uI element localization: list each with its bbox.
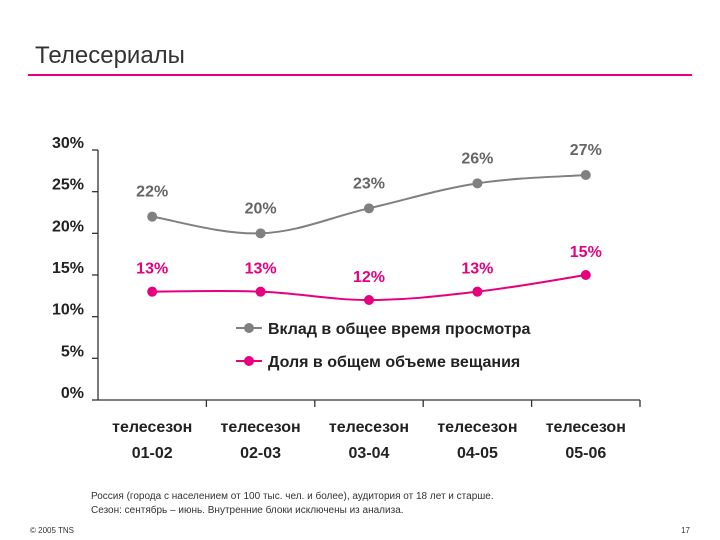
y-tick-label: 30% bbox=[52, 135, 84, 152]
x-tick-label: 05-06 bbox=[565, 445, 606, 462]
slide-title: Телесериалы bbox=[35, 42, 185, 69]
copyright: © 2005 TNS bbox=[30, 526, 74, 535]
footnote-line-2: Сезон: сентябрь – июнь. Внутренние блоки… bbox=[91, 505, 404, 516]
data-point bbox=[364, 203, 374, 214]
y-tick-label: 10% bbox=[52, 302, 84, 319]
page-number: 17 bbox=[681, 526, 690, 535]
x-tick-label: 02-03 bbox=[240, 445, 281, 462]
data-point bbox=[147, 211, 158, 222]
data-point bbox=[364, 295, 374, 305]
legend-label: Вклад в общее время просмотра bbox=[268, 321, 531, 338]
data-label: 23% bbox=[353, 175, 385, 192]
data-label: 22% bbox=[136, 184, 168, 201]
data-label: 12% bbox=[353, 269, 385, 286]
x-tick-label: 03-04 bbox=[349, 445, 390, 462]
x-tick-label: телесезон bbox=[221, 419, 301, 436]
legend-marker bbox=[244, 356, 254, 366]
legend-label: Доля в общем объеме вещания bbox=[268, 354, 520, 371]
data-label: 13% bbox=[461, 261, 493, 278]
y-tick-label: 5% bbox=[61, 343, 84, 360]
x-tick-label: телесезон bbox=[437, 419, 517, 436]
data-label: 13% bbox=[136, 261, 168, 278]
data-label: 26% bbox=[461, 150, 493, 167]
data-label: 15% bbox=[570, 244, 602, 261]
data-point bbox=[147, 286, 158, 297]
data-label: 20% bbox=[245, 200, 277, 217]
line-chart: 0% 5% 10% 15% 20% 25% 30% телесезон 01-02 телесез… bbox=[52, 135, 641, 462]
title-divider bbox=[28, 74, 692, 76]
data-point bbox=[472, 286, 483, 297]
legend-marker bbox=[244, 323, 254, 333]
x-tick-label: телесезон bbox=[329, 419, 409, 436]
footnote: Россия (города с населением от 100 тыс. … bbox=[91, 490, 494, 518]
x-tick-label: телесезон bbox=[112, 419, 192, 436]
y-tick-label: 25% bbox=[52, 177, 84, 194]
y-tick-label: 0% bbox=[61, 385, 84, 402]
data-label: 13% bbox=[245, 261, 277, 278]
data-point bbox=[255, 286, 266, 297]
footnote-line-1: Россия (города с населением от 100 тыс. … bbox=[91, 491, 494, 502]
data-label: 27% bbox=[570, 142, 602, 159]
x-tick-label: 04-05 bbox=[457, 445, 498, 462]
data-point bbox=[255, 228, 266, 239]
data-point bbox=[580, 170, 591, 180]
x-tick-label: 01-02 bbox=[132, 445, 173, 462]
y-tick-label: 20% bbox=[52, 218, 84, 235]
data-point bbox=[472, 178, 483, 189]
x-tick-label: телесезон bbox=[546, 419, 626, 436]
y-tick-label: 15% bbox=[52, 260, 84, 277]
data-point bbox=[580, 270, 591, 280]
